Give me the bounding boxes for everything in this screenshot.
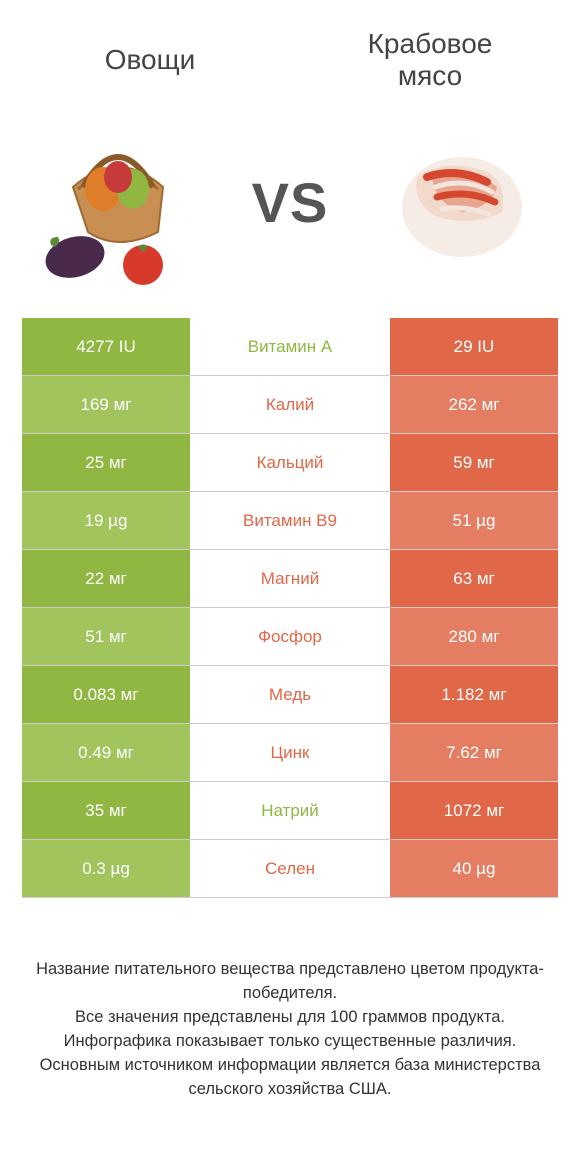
comparison-table: 4277 IUВитамин A29 IU169 мгКалий262 мг25… bbox=[0, 312, 580, 898]
cell-left-value: 22 мг bbox=[22, 550, 190, 607]
cell-left-value: 0.3 µg bbox=[22, 840, 190, 897]
images-row: VS bbox=[0, 102, 580, 312]
title-right: Крабовое мясо bbox=[330, 28, 530, 92]
cell-label: Фосфор bbox=[190, 608, 390, 665]
footer-line-2: Все значения представлены для 100 граммо… bbox=[30, 1006, 550, 1030]
cell-label: Витамин B9 bbox=[190, 492, 390, 549]
cell-right-value: 1.182 мг bbox=[390, 666, 558, 723]
cell-label: Селен bbox=[190, 840, 390, 897]
cell-left-value: 0.49 мг bbox=[22, 724, 190, 781]
table-row: 169 мгКалий262 мг bbox=[22, 376, 558, 434]
footer-text: Название питательного вещества представл… bbox=[0, 898, 580, 1102]
cell-label: Витамин A bbox=[190, 318, 390, 375]
cell-label: Магний bbox=[190, 550, 390, 607]
cell-right-value: 280 мг bbox=[390, 608, 558, 665]
vegetables-image bbox=[28, 112, 208, 292]
table-row: 0.3 µgСелен40 µg bbox=[22, 840, 558, 898]
crab-meat-image bbox=[372, 112, 552, 292]
cell-right-value: 262 мг bbox=[390, 376, 558, 433]
table-row: 4277 IUВитамин A29 IU bbox=[22, 318, 558, 376]
cell-label: Медь bbox=[190, 666, 390, 723]
vs-label: VS bbox=[252, 170, 329, 235]
cell-left-value: 51 мг bbox=[22, 608, 190, 665]
cell-right-value: 7.62 мг bbox=[390, 724, 558, 781]
cell-right-value: 29 IU bbox=[390, 318, 558, 375]
table-row: 51 мгФосфор280 мг bbox=[22, 608, 558, 666]
table-row: 35 мгНатрий1072 мг bbox=[22, 782, 558, 840]
cell-left-value: 0.083 мг bbox=[22, 666, 190, 723]
cell-right-value: 51 µg bbox=[390, 492, 558, 549]
cell-label: Цинк bbox=[190, 724, 390, 781]
footer-line-1: Название питательного вещества представл… bbox=[30, 958, 550, 1006]
table-row: 22 мгМагний63 мг bbox=[22, 550, 558, 608]
footer-line-3: Инфографика показывает только существенн… bbox=[30, 1030, 550, 1054]
basket-icon bbox=[33, 117, 203, 287]
table-row: 0.49 мгЦинк7.62 мг bbox=[22, 724, 558, 782]
cell-left-value: 35 мг bbox=[22, 782, 190, 839]
table-row: 19 µgВитамин B951 µg bbox=[22, 492, 558, 550]
cell-left-value: 4277 IU bbox=[22, 318, 190, 375]
table-row: 0.083 мгМедь1.182 мг bbox=[22, 666, 558, 724]
cell-left-value: 169 мг bbox=[22, 376, 190, 433]
cell-right-value: 40 µg bbox=[390, 840, 558, 897]
cell-right-value: 63 мг bbox=[390, 550, 558, 607]
crab-meat-icon bbox=[377, 117, 547, 287]
cell-label: Кальций bbox=[190, 434, 390, 491]
cell-label: Калий bbox=[190, 376, 390, 433]
cell-left-value: 19 µg bbox=[22, 492, 190, 549]
cell-right-value: 59 мг bbox=[390, 434, 558, 491]
table-row: 25 мгКальций59 мг bbox=[22, 434, 558, 492]
cell-right-value: 1072 мг bbox=[390, 782, 558, 839]
footer-line-4: Основным источником информации является … bbox=[30, 1054, 550, 1102]
cell-label: Натрий bbox=[190, 782, 390, 839]
header-row: Овощи Крабовое мясо bbox=[0, 0, 580, 102]
title-left: Овощи bbox=[50, 44, 250, 76]
cell-left-value: 25 мг bbox=[22, 434, 190, 491]
infographic-container: Овощи Крабовое мясо VS bbox=[0, 0, 580, 1174]
